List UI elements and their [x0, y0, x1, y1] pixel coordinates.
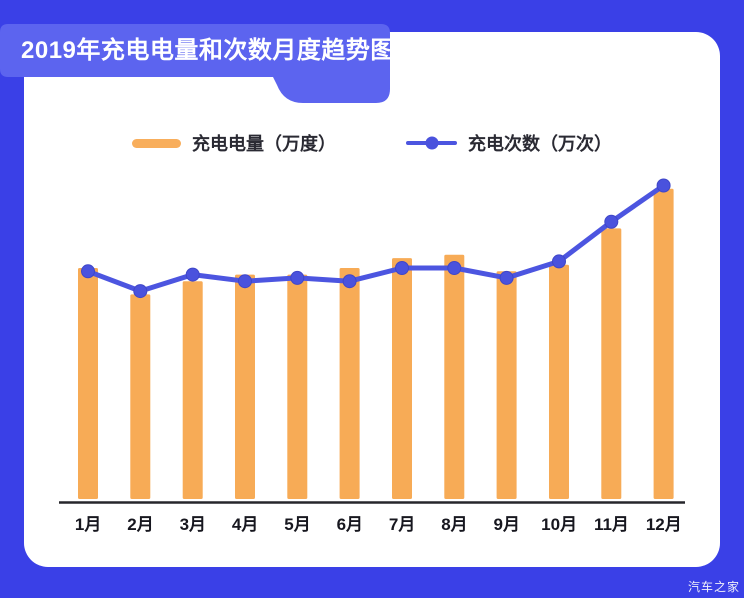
line-marker-icon	[425, 136, 438, 150]
x-axis-label-3月: 3月	[179, 515, 207, 534]
legend-label-count: 充电次数（万次）	[468, 134, 612, 154]
x-axis-label-9月: 9月	[493, 515, 521, 534]
point-2月	[133, 284, 148, 299]
x-axis-label-2月: 2月	[127, 515, 154, 534]
point-1月	[81, 264, 95, 279]
bar-8月	[444, 254, 465, 499]
bar-9月	[496, 271, 517, 499]
combo-chart	[59, 178, 685, 504]
x-axis-label-6月: 6月	[336, 515, 364, 534]
point-7月	[395, 261, 409, 275]
bar-3月	[182, 281, 203, 499]
chart-card: 充电电量（万度） 充电次数（万次） 1月 2月 3月 4月 5月 6月 7月 8月 9月 10月 1…	[24, 32, 720, 567]
legend-item-count: 充电次数（万次）	[406, 130, 612, 156]
point-12月	[656, 178, 671, 193]
bar-1月	[78, 268, 98, 499]
legend: 充电电量（万度） 充电次数（万次）	[24, 131, 720, 155]
bar-11月	[601, 228, 622, 499]
point-11月	[604, 214, 619, 229]
x-axis-label-10月: 10月	[541, 515, 578, 534]
watermark-autohome: 汽车之家	[687, 580, 740, 594]
bar-4月	[235, 274, 255, 499]
point-3月	[185, 267, 200, 282]
legend-label-energy: 充电电量（万度）	[192, 134, 336, 154]
point-5月	[290, 270, 305, 285]
trend-line	[85, 183, 667, 294]
point-4月	[238, 274, 252, 289]
line-swatch-icon	[406, 136, 457, 150]
bar-7月	[392, 258, 412, 499]
point-10月	[552, 254, 566, 269]
legend-item-energy: 充电电量（万度）	[132, 130, 336, 156]
x-axis-label-1月: 1月	[74, 515, 102, 534]
bar-12月	[653, 188, 674, 500]
x-axis-labels: 1月 2月 3月 4月 5月 6月 7月 8月 9月 10月 11月 12月	[62, 510, 690, 535]
point-8月	[447, 261, 462, 275]
x-axis-label-11月: 11月	[593, 515, 629, 534]
point-6月	[342, 274, 357, 289]
bar-swatch-icon	[132, 138, 181, 148]
x-axis-label-7月: 7月	[388, 515, 416, 534]
bar-10月	[549, 264, 569, 499]
bar-2月	[130, 294, 151, 499]
title-banner	[0, 24, 390, 103]
x-axis-label-8月: 8月	[441, 515, 468, 534]
bar-5月	[287, 274, 308, 499]
x-axis-label-5月: 5月	[284, 515, 311, 534]
x-axis-label-4月: 4月	[231, 515, 259, 534]
bar-6月	[339, 268, 360, 499]
x-axis-label-12月: 12月	[645, 515, 682, 534]
point-9月	[499, 270, 514, 285]
chart-title: 2019年充电电量和次数月度趋势图	[21, 37, 395, 64]
